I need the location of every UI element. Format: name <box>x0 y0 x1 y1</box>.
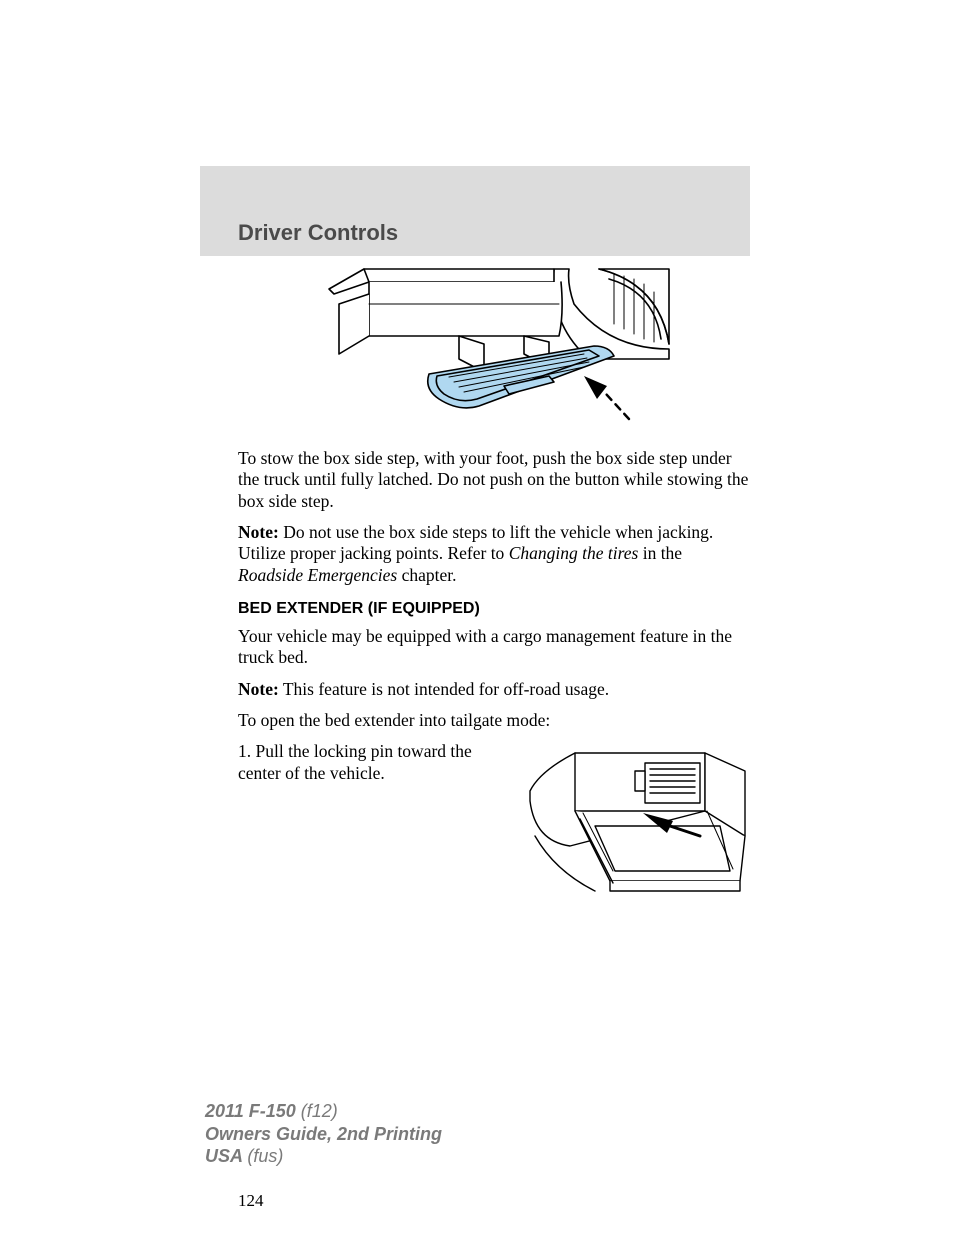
footer-model: 2011 F-150 <box>205 1101 301 1121</box>
page-number: 124 <box>238 1191 750 1211</box>
note-label-2: Note: <box>238 679 279 699</box>
footer-code2: (fus) <box>247 1146 283 1166</box>
note-em-1: Changing the tires <box>509 543 639 563</box>
footer-region: USA <box>205 1146 247 1166</box>
step-with-figure: 1. Pull the locking pin toward the cente… <box>238 741 750 911</box>
footer: 2011 F-150 (f12) Owners Guide, 2nd Print… <box>205 1100 442 1168</box>
paragraph-cargo: Your vehicle may be equipped with a carg… <box>238 626 750 669</box>
paragraph-open-extender: To open the bed extender into tailgate m… <box>238 710 750 731</box>
footer-line-1: 2011 F-150 (f12) <box>205 1100 442 1123</box>
note-offroad: Note: This feature is not intended for o… <box>238 679 750 700</box>
step-1: 1. Pull the locking pin toward the cente… <box>238 741 513 784</box>
note-em-2: Roadside Emergencies <box>238 565 397 585</box>
note-text-4: This feature is not intended for off-roa… <box>279 679 609 699</box>
note-label: Note: <box>238 522 279 542</box>
page-content: Driver Controls <box>238 166 750 1211</box>
chapter-title: Driver Controls <box>238 220 740 246</box>
section-bed-extender: BED EXTENDER (IF EQUIPPED) <box>238 600 750 618</box>
footer-code1: (f12) <box>301 1101 338 1121</box>
figure-bed-extender <box>525 741 750 911</box>
note-text-2: in the <box>638 543 682 563</box>
figure-box-side-step <box>309 264 679 434</box>
note-text-3: chapter. <box>397 565 456 585</box>
paragraph-stow-step: To stow the box side step, with your foo… <box>238 448 750 512</box>
note-jacking: Note: Do not use the box side steps to l… <box>238 522 750 586</box>
footer-line-3: USA (fus) <box>205 1145 442 1168</box>
footer-line-2: Owners Guide, 2nd Printing <box>205 1123 442 1146</box>
header-band: Driver Controls <box>200 166 750 256</box>
